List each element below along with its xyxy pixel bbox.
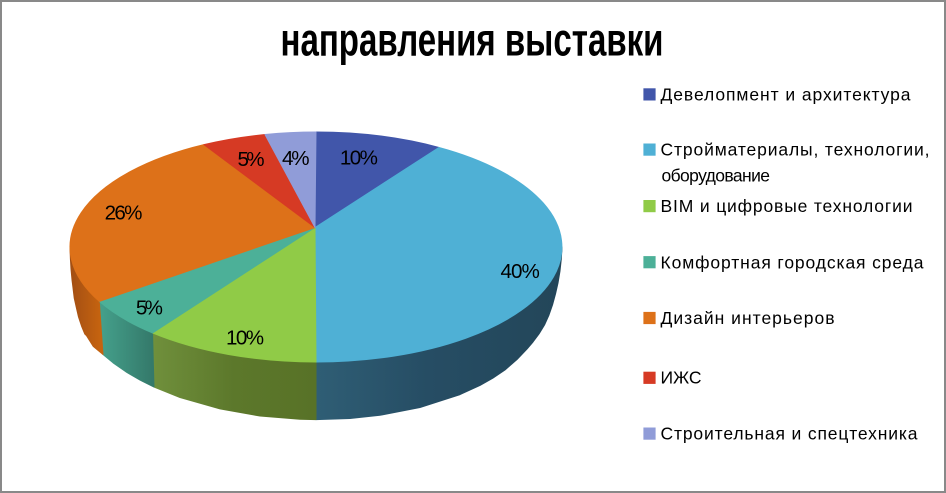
svg-text:10%: 10% — [340, 147, 378, 170]
svg-text:5%: 5% — [136, 296, 163, 319]
svg-text:Дизайн интерьеров: Дизайн интерьеров — [661, 308, 835, 328]
svg-text:направления выставки: направления выставки — [281, 14, 664, 66]
svg-text:26%: 26% — [105, 202, 143, 225]
svg-text:Строительная и спецтехника: Строительная и спецтехника — [661, 424, 918, 444]
svg-text:ИЖС: ИЖС — [661, 367, 702, 387]
svg-text:5%: 5% — [238, 148, 265, 171]
svg-text:10%: 10% — [226, 326, 264, 349]
svg-text:BIM и цифровые технологии: BIM и цифровые технологии — [661, 196, 913, 216]
svg-text:40%: 40% — [501, 260, 540, 283]
svg-text:Девелопмент и архитектура: Девелопмент и архитектура — [661, 84, 911, 104]
svg-text:Стройматериалы, технологии,: Стройматериалы, технологии, — [661, 140, 930, 160]
svg-text:Комфортная городская среда: Комфортная городская среда — [661, 252, 924, 272]
svg-text:оборудование: оборудование — [662, 166, 771, 186]
svg-text:4%: 4% — [282, 147, 310, 170]
